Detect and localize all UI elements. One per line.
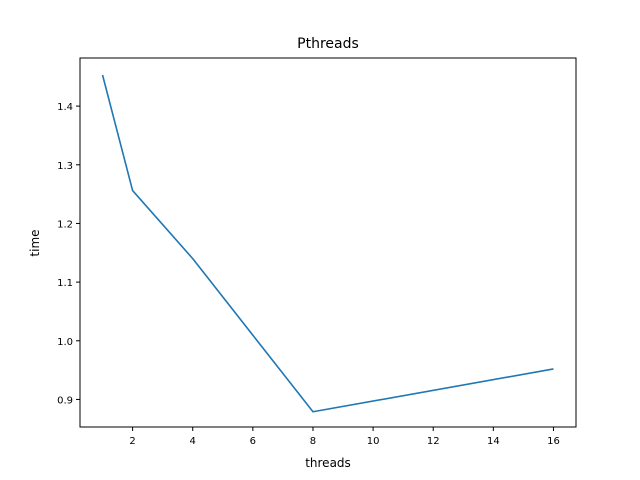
y-tick-label: 1.4 bbox=[57, 102, 73, 113]
x-axis-ticks: 2 4 6 8 10 12 14 16 bbox=[129, 427, 560, 447]
x-tick-label: 4 bbox=[190, 436, 196, 447]
y-tick-label: 1.0 bbox=[57, 337, 73, 348]
x-tick-label: 14 bbox=[487, 436, 500, 447]
plot-area bbox=[101, 74, 554, 413]
x-tick-label: 10 bbox=[367, 436, 380, 447]
y-tick-label: 1.2 bbox=[57, 219, 73, 230]
y-axis-ticks: 0.9 1.0 1.1 1.2 1.3 1.4 bbox=[57, 102, 80, 406]
x-tick-label: 8 bbox=[310, 436, 316, 447]
x-tick-label: 12 bbox=[427, 436, 440, 447]
x-tick-label: 6 bbox=[250, 436, 256, 447]
x-tick-label: 2 bbox=[129, 436, 135, 447]
y-axis-label: time bbox=[28, 229, 42, 256]
chart-title: Pthreads bbox=[297, 36, 359, 52]
y-tick-label: 1.3 bbox=[57, 161, 73, 172]
x-tick-label: 16 bbox=[547, 436, 560, 447]
series-line-0 bbox=[101, 74, 554, 413]
x-axis-label: threads bbox=[305, 456, 351, 470]
axes-frame bbox=[79, 57, 577, 428]
y-tick-label: 0.9 bbox=[57, 395, 73, 406]
y-tick-label: 1.1 bbox=[57, 278, 73, 289]
